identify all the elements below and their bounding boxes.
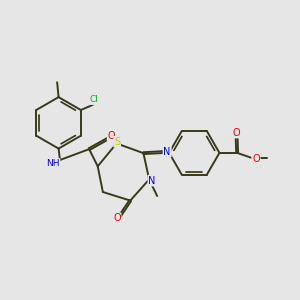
Text: O: O (252, 154, 260, 164)
Text: NH: NH (46, 159, 60, 168)
Text: S: S (114, 137, 120, 147)
Text: O: O (113, 213, 121, 223)
Text: O: O (233, 128, 240, 138)
Text: N: N (164, 147, 171, 157)
Text: Cl: Cl (90, 95, 99, 104)
Text: O: O (108, 131, 115, 141)
Text: N: N (148, 176, 156, 186)
